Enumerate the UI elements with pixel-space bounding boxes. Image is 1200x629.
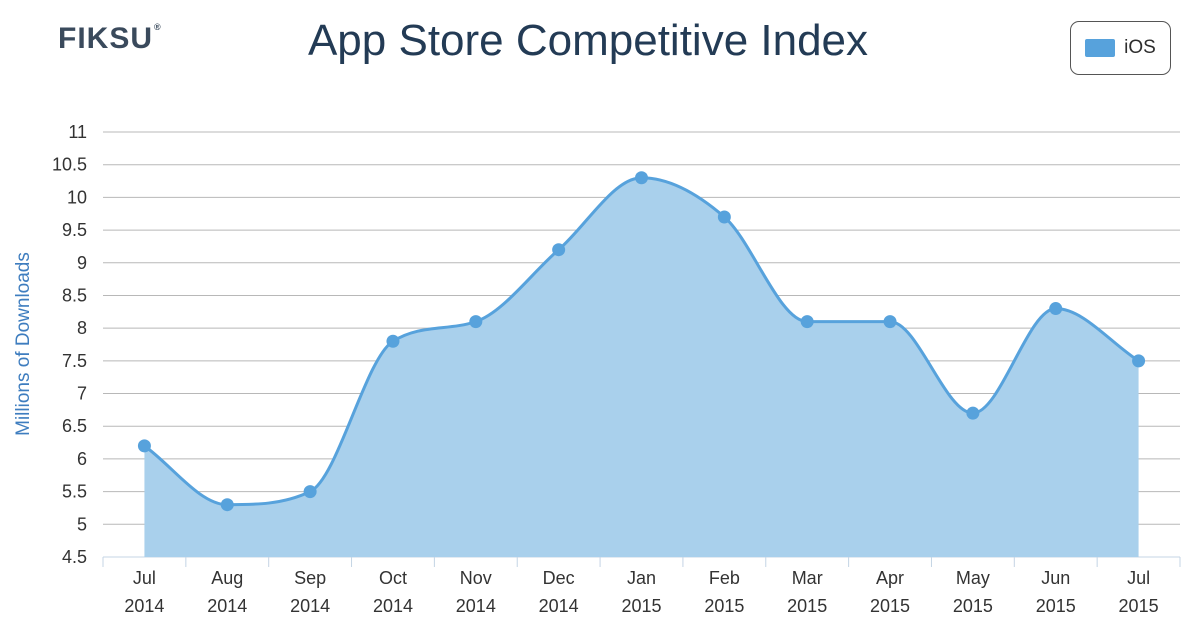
x-tick-label-month: Sep <box>294 568 326 588</box>
x-tick-label-month: Oct <box>379 568 407 588</box>
x-tick-label-month: Nov <box>460 568 492 588</box>
x-tick-label-year: 2014 <box>124 596 164 616</box>
legend-swatch-ios <box>1085 39 1116 57</box>
data-point[interactable] <box>1049 302 1063 316</box>
x-axis: Jul 2014 Aug 2014 Sep 2014 Oct 2014 Nov 2014 Dec 20… <box>102 557 1181 616</box>
data-point[interactable] <box>717 210 731 224</box>
x-tick-label-month: Apr <box>876 568 904 588</box>
x-tick-label-month: Jul <box>133 568 156 588</box>
y-axis-ticks: 4.5 5 5.5 6 6.5 7 7.5 8 8.5 9 9.5 10 10.5 11 <box>52 122 87 567</box>
chart-title: App Store Competitive Index <box>307 16 869 65</box>
y-tick-label: 5 <box>77 514 87 534</box>
series-points <box>137 171 1146 512</box>
x-tick-label-month: Jan <box>627 568 656 588</box>
series-area <box>143 176 1140 557</box>
y-tick-label: 9 <box>77 253 87 273</box>
x-tick-label-month: May <box>956 568 990 588</box>
legend-label-ios: iOS <box>1124 37 1156 58</box>
y-tick-label: 8 <box>77 318 87 338</box>
data-point[interactable] <box>966 406 980 420</box>
x-tick-label-year: 2014 <box>373 596 413 616</box>
data-point[interactable] <box>137 439 151 453</box>
y-tick-label: 7 <box>77 384 87 404</box>
x-tick-label-year: 2014 <box>539 596 579 616</box>
y-tick-label: 4.5 <box>62 547 87 567</box>
y-tick-label: 7.5 <box>62 351 87 371</box>
x-tick-label-year: 2014 <box>290 596 330 616</box>
x-tick-label-month: Dec <box>543 568 575 588</box>
data-point[interactable] <box>800 315 814 329</box>
x-tick-label-month: Jul <box>1127 568 1150 588</box>
x-tick-label-year: 2015 <box>787 596 827 616</box>
x-tick-label-year: 2015 <box>1119 596 1159 616</box>
y-tick-label: 11 <box>68 122 87 142</box>
y-tick-label: 5.5 <box>62 482 87 502</box>
y-tick-label: 9.5 <box>62 220 87 240</box>
data-point[interactable] <box>552 243 566 257</box>
x-tick-label-year: 2015 <box>870 596 910 616</box>
y-tick-label: 8.5 <box>62 285 87 305</box>
data-point[interactable] <box>220 498 234 512</box>
x-tick-label-year: 2014 <box>207 596 247 616</box>
data-point[interactable] <box>386 334 400 348</box>
x-tick-label-month: Mar <box>792 568 823 588</box>
x-tick-label-year: 2014 <box>456 596 496 616</box>
data-point[interactable] <box>1132 354 1146 368</box>
y-axis-label: Millions of Downloads <box>13 252 34 436</box>
x-tick-label-month: Feb <box>709 568 740 588</box>
y-tick-label: 6.5 <box>62 416 87 436</box>
fiksu-logo: FIKSU® <box>58 22 162 55</box>
data-point[interactable] <box>883 315 897 329</box>
x-tick-label-month: Aug <box>211 568 243 588</box>
y-tick-label: 10.5 <box>52 155 87 175</box>
series-fill-ios <box>144 177 1139 557</box>
data-point[interactable] <box>635 171 648 185</box>
data-point[interactable] <box>469 315 483 329</box>
x-tick-label-year: 2015 <box>1036 596 1076 616</box>
legend[interactable]: iOS <box>1070 21 1171 75</box>
x-tick-label-month: Jun <box>1041 568 1070 588</box>
x-tick-label-year: 2015 <box>953 596 993 616</box>
y-tick-label: 6 <box>77 449 87 469</box>
data-point[interactable] <box>303 485 317 499</box>
y-tick-label: 10 <box>67 187 87 207</box>
x-tick-label-year: 2015 <box>621 596 661 616</box>
x-tick-label-year: 2015 <box>704 596 744 616</box>
